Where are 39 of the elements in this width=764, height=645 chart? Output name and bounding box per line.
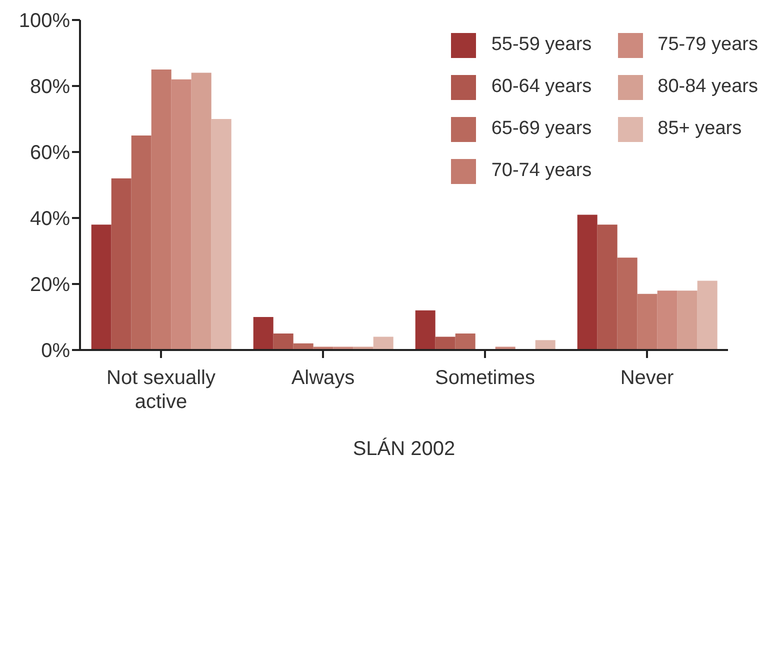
y-tick-label: 20%	[30, 274, 70, 296]
x-tick-label: Sometimes	[434, 367, 536, 389]
bar	[455, 334, 476, 350]
bar	[273, 334, 294, 350]
legend-label: 55-59 years	[491, 34, 592, 56]
legend-label: 65-69 years	[491, 118, 592, 140]
y-tick-label: 0%	[41, 340, 70, 362]
bar	[151, 70, 172, 350]
bar	[435, 336, 456, 350]
bar	[597, 224, 618, 350]
y-tick-label: 100%	[18, 10, 70, 32]
legend-label: 70-74 years	[491, 160, 592, 182]
bar	[191, 72, 212, 350]
y-tick-label: 80%	[30, 76, 70, 98]
bar	[697, 280, 718, 350]
x-tick-label: Not sexually active	[106, 367, 216, 413]
legend-label: 80-84 years	[658, 76, 758, 98]
bar	[617, 258, 638, 350]
bar	[171, 79, 192, 350]
y-tick-label: 60%	[30, 142, 70, 164]
bar	[211, 119, 232, 350]
legend-label: 75-79 years	[658, 34, 758, 56]
bar	[415, 310, 436, 350]
y-tick-label: 40%	[30, 208, 70, 230]
x-tick-label: Always	[291, 367, 355, 389]
legend-label: 60-64 years	[491, 76, 592, 98]
bar	[677, 290, 698, 350]
bar	[373, 336, 394, 350]
bar	[253, 317, 274, 350]
bar	[131, 136, 152, 350]
legend-label: 85+ years	[658, 118, 742, 140]
bar	[637, 294, 658, 350]
bar	[111, 178, 132, 350]
x-axis-title: SLÁN 2002	[352, 437, 456, 460]
bar	[657, 290, 678, 350]
bar	[577, 214, 598, 350]
x-tick-label: Never	[620, 367, 674, 389]
bar	[91, 224, 112, 350]
bar	[535, 340, 556, 350]
